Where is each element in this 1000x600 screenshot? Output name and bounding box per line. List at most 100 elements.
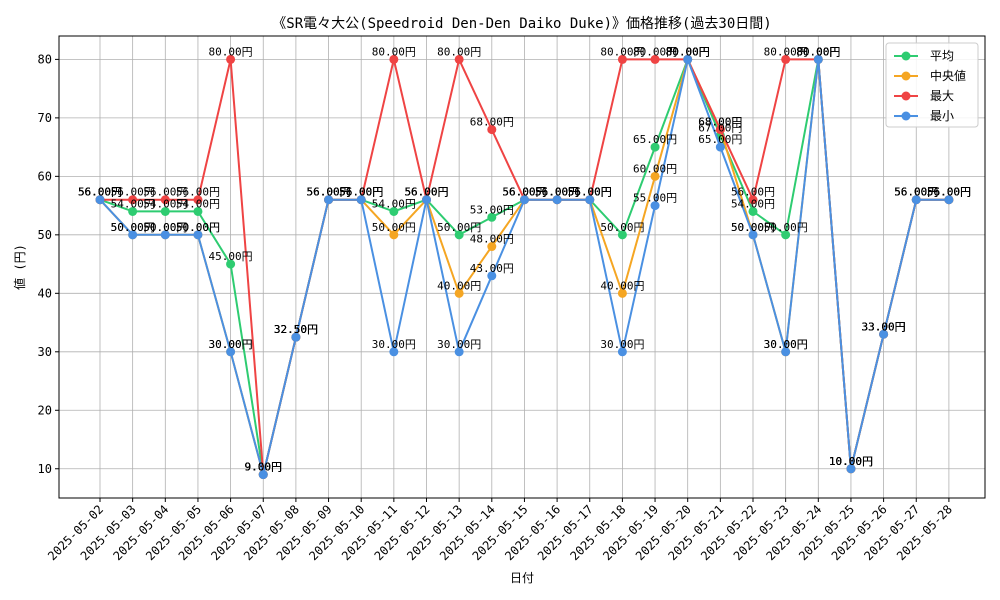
data-label: 50.00円 <box>600 221 644 234</box>
data-point <box>193 195 203 205</box>
data-label: 50.00円 <box>176 221 220 234</box>
data-label: 33.00円 <box>862 320 906 333</box>
data-point <box>291 332 301 342</box>
data-label: 33.00円 <box>862 320 906 333</box>
y-tick-label: 50 <box>38 228 52 242</box>
data-point <box>585 195 595 205</box>
data-label: 56.00円 <box>339 186 383 199</box>
data-label: 48.00円 <box>470 233 514 246</box>
data-label: 60.00円 <box>633 162 677 175</box>
data-label: 54.00円 <box>111 197 155 210</box>
data-label: 30.00円 <box>437 338 481 351</box>
data-point <box>356 195 366 205</box>
data-label: 56.00円 <box>568 186 612 199</box>
data-point <box>193 230 203 240</box>
data-point <box>846 464 856 474</box>
data-label: 50.00円 <box>111 221 155 234</box>
data-label: 50.00円 <box>372 221 416 234</box>
data-label: 56.00円 <box>502 186 546 199</box>
data-point <box>617 288 627 298</box>
data-point <box>879 329 889 339</box>
data-label: 50.00円 <box>764 221 808 234</box>
data-label: 80.00円 <box>633 45 677 58</box>
data-label: 80.00円 <box>437 45 481 58</box>
data-label: 80.00円 <box>666 45 710 58</box>
data-label: 50.00円 <box>143 221 187 234</box>
data-label: 56.00円 <box>502 186 546 199</box>
data-point <box>487 212 497 222</box>
data-point <box>454 347 464 357</box>
data-label: 56.00円 <box>894 186 938 199</box>
data-point <box>454 230 464 240</box>
data-point <box>487 271 497 281</box>
data-label: 80.00円 <box>796 45 840 58</box>
data-label: 56.00円 <box>143 186 187 199</box>
data-label: 80.00円 <box>372 45 416 58</box>
data-label: 53.00円 <box>470 203 514 216</box>
data-point <box>650 54 660 64</box>
data-label: 30.00円 <box>600 338 644 351</box>
data-label: 56.00円 <box>339 186 383 199</box>
data-point <box>160 206 170 216</box>
legend-box <box>885 42 979 128</box>
data-label: 56.00円 <box>927 186 971 199</box>
y-tick-label: 60 <box>38 169 52 183</box>
data-point <box>781 230 791 240</box>
data-label: 80.00円 <box>796 45 840 58</box>
data-point <box>128 206 138 216</box>
data-label: 40.00円 <box>437 279 481 292</box>
data-label: 10.00円 <box>829 455 873 468</box>
data-label: 56.00円 <box>306 186 350 199</box>
data-label: 30.00円 <box>209 338 253 351</box>
data-point <box>193 206 203 216</box>
series-layer <box>95 54 954 480</box>
legend-label: 最大 <box>930 89 954 103</box>
y-tick-label: 80 <box>38 52 52 66</box>
data-label: 56.00円 <box>568 186 612 199</box>
data-label: 9.00円 <box>245 461 283 474</box>
data-point <box>128 195 138 205</box>
data-point <box>715 142 725 152</box>
data-point <box>650 171 660 181</box>
data-label: 65.00円 <box>698 133 742 146</box>
data-label: 9.00円 <box>245 461 283 474</box>
data-label: 56.00円 <box>339 186 383 199</box>
plot-frame <box>58 35 986 499</box>
grid-lines <box>59 36 985 498</box>
data-point <box>748 230 758 240</box>
chart-title: 《SR電々大公(Speedroid Den-Den Daiko Duke)》価格… <box>272 16 771 32</box>
data-label: 56.00円 <box>306 186 350 199</box>
data-label: 56.00円 <box>78 186 122 199</box>
data-label: 56.00円 <box>306 186 350 199</box>
data-label: 56.00円 <box>894 186 938 199</box>
y-tick-label: 20 <box>38 403 52 417</box>
y-tick-label: 40 <box>38 286 52 300</box>
data-label: 56.00円 <box>404 186 448 199</box>
data-label: 10.00円 <box>829 455 873 468</box>
x-axis: 2025-05-022025-05-032025-05-042025-05-05… <box>45 498 955 563</box>
legend-label: 最小 <box>930 109 954 123</box>
data-point <box>389 206 399 216</box>
data-label: 9.00円 <box>245 461 283 474</box>
data-point <box>617 347 627 357</box>
data-point <box>258 470 268 480</box>
data-point <box>389 347 399 357</box>
data-label: 68.00円 <box>470 116 514 129</box>
data-label: 10.00円 <box>829 455 873 468</box>
data-label: 30.00円 <box>372 338 416 351</box>
data-point <box>617 230 627 240</box>
data-point <box>454 54 464 64</box>
data-label: 56.00円 <box>894 186 938 199</box>
data-label: 50.00円 <box>111 221 155 234</box>
data-label: 80.00円 <box>666 45 710 58</box>
data-point <box>389 230 399 240</box>
data-point <box>226 259 236 269</box>
data-label: 56.00円 <box>339 186 383 199</box>
data-label: 56.00円 <box>404 186 448 199</box>
data-label: 30.00円 <box>764 338 808 351</box>
data-point <box>160 230 170 240</box>
data-label: 30.00円 <box>764 338 808 351</box>
data-point <box>519 195 529 205</box>
y-tick-label: 10 <box>38 462 52 476</box>
